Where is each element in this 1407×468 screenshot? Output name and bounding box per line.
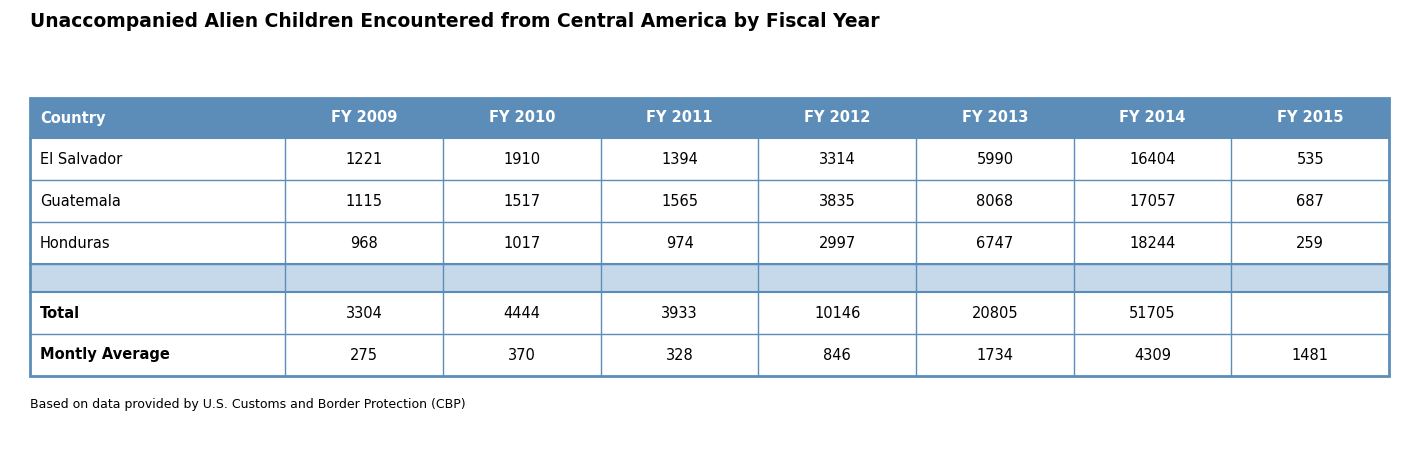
Bar — [443, 180, 601, 222]
Text: 3304: 3304 — [346, 306, 383, 321]
Text: 4444: 4444 — [504, 306, 540, 321]
Bar — [758, 334, 916, 376]
Text: 535: 535 — [1296, 152, 1324, 167]
Bar — [916, 98, 1074, 138]
Bar — [443, 222, 601, 264]
Bar — [916, 180, 1074, 222]
Text: FY 2010: FY 2010 — [488, 110, 556, 125]
Bar — [1074, 138, 1231, 180]
Text: Guatemala: Guatemala — [39, 193, 121, 209]
Bar — [286, 334, 443, 376]
Text: El Salvador: El Salvador — [39, 152, 122, 167]
Bar — [286, 138, 443, 180]
Bar — [601, 334, 758, 376]
Text: 20805: 20805 — [972, 306, 1019, 321]
Text: Montly Average: Montly Average — [39, 348, 170, 363]
Text: 1115: 1115 — [346, 193, 383, 209]
Bar — [1074, 334, 1231, 376]
Bar — [601, 292, 758, 334]
Text: 1394: 1394 — [661, 152, 698, 167]
Text: 16404: 16404 — [1130, 152, 1176, 167]
Text: Total: Total — [39, 306, 80, 321]
Bar — [1074, 292, 1231, 334]
Text: 2997: 2997 — [819, 235, 855, 250]
Bar — [1231, 98, 1389, 138]
Bar — [443, 98, 601, 138]
Text: 17057: 17057 — [1130, 193, 1176, 209]
Bar — [443, 334, 601, 376]
Text: 1565: 1565 — [661, 193, 698, 209]
Bar — [1231, 180, 1389, 222]
Text: 1734: 1734 — [976, 348, 1013, 363]
Text: 974: 974 — [666, 235, 694, 250]
Bar — [916, 292, 1074, 334]
Text: 8068: 8068 — [976, 193, 1013, 209]
Text: 6747: 6747 — [976, 235, 1013, 250]
Bar — [1231, 334, 1389, 376]
Text: 5990: 5990 — [976, 152, 1013, 167]
Bar — [1074, 98, 1231, 138]
Bar — [758, 180, 916, 222]
Text: FY 2015: FY 2015 — [1278, 110, 1344, 125]
Bar — [30, 222, 286, 264]
Text: 259: 259 — [1296, 235, 1324, 250]
Bar — [30, 98, 1389, 376]
Text: Country: Country — [39, 110, 106, 125]
Bar — [443, 292, 601, 334]
Bar — [758, 292, 916, 334]
Text: 51705: 51705 — [1130, 306, 1176, 321]
Bar — [916, 334, 1074, 376]
Bar — [1074, 180, 1231, 222]
Bar — [443, 138, 601, 180]
Text: FY 2009: FY 2009 — [331, 110, 398, 125]
Text: FY 2011: FY 2011 — [646, 110, 713, 125]
Text: FY 2014: FY 2014 — [1120, 110, 1186, 125]
Bar — [30, 264, 1389, 292]
Text: 687: 687 — [1296, 193, 1324, 209]
Text: Unaccompanied Alien Children Encountered from Central America by Fiscal Year: Unaccompanied Alien Children Encountered… — [30, 12, 879, 31]
Bar — [758, 222, 916, 264]
Bar — [601, 138, 758, 180]
Text: 3314: 3314 — [819, 152, 855, 167]
Bar — [1074, 222, 1231, 264]
Text: 1221: 1221 — [346, 152, 383, 167]
Bar — [286, 292, 443, 334]
Bar — [916, 138, 1074, 180]
Text: 1481: 1481 — [1292, 348, 1328, 363]
Text: 18244: 18244 — [1130, 235, 1176, 250]
Text: 846: 846 — [823, 348, 851, 363]
Text: 4309: 4309 — [1134, 348, 1171, 363]
Bar — [30, 98, 286, 138]
Bar — [601, 180, 758, 222]
Bar — [30, 180, 286, 222]
Text: Honduras: Honduras — [39, 235, 111, 250]
Text: 968: 968 — [350, 235, 378, 250]
Bar — [916, 222, 1074, 264]
Bar — [30, 292, 286, 334]
Text: 1910: 1910 — [504, 152, 540, 167]
Bar — [286, 98, 443, 138]
Bar — [286, 222, 443, 264]
Bar — [758, 138, 916, 180]
Text: 328: 328 — [666, 348, 694, 363]
Text: 275: 275 — [350, 348, 378, 363]
Bar — [1231, 138, 1389, 180]
Text: 3933: 3933 — [661, 306, 698, 321]
Text: 1017: 1017 — [504, 235, 540, 250]
Text: Based on data provided by U.S. Customs and Border Protection (CBP): Based on data provided by U.S. Customs a… — [30, 398, 466, 411]
Text: 370: 370 — [508, 348, 536, 363]
Bar — [601, 222, 758, 264]
Text: 10146: 10146 — [815, 306, 861, 321]
Bar — [1231, 292, 1389, 334]
Text: FY 2013: FY 2013 — [962, 110, 1029, 125]
Bar — [601, 98, 758, 138]
Bar — [286, 180, 443, 222]
Text: 3835: 3835 — [819, 193, 855, 209]
Bar — [30, 334, 286, 376]
Bar — [30, 138, 286, 180]
Text: FY 2012: FY 2012 — [803, 110, 871, 125]
Bar — [1231, 222, 1389, 264]
Bar — [758, 98, 916, 138]
Text: 1517: 1517 — [504, 193, 540, 209]
